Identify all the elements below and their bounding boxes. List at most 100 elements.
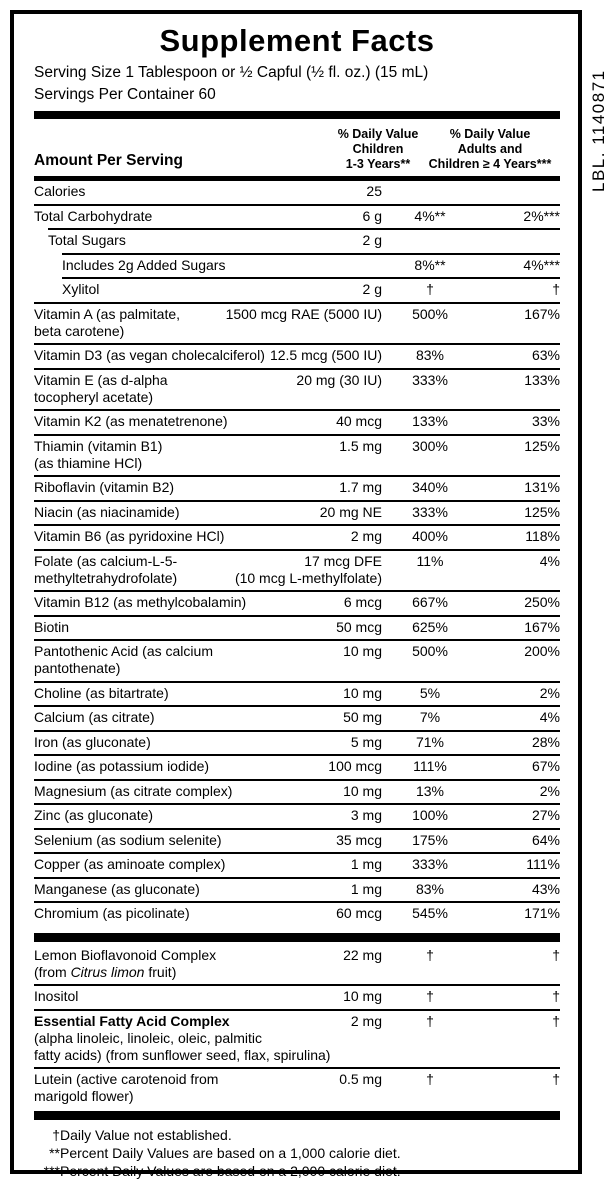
dv-children-value: 400%	[412, 528, 448, 544]
row-divider	[34, 1008, 560, 1011]
row-divider	[34, 852, 560, 854]
nutrient-name: Vitamin K2 (as menatetrenone)	[34, 413, 228, 429]
section-gap	[34, 926, 560, 933]
dv-children-value: 83%	[415, 347, 445, 363]
table-row: Manganese (as gluconate) 1 mg 83% 43%	[34, 876, 560, 902]
table-row: Vitamin K2 (as menatetrenone) 40 mcg 133…	[34, 409, 560, 434]
row-divider	[34, 614, 560, 617]
dv-children-value: 4%**	[414, 207, 446, 224]
table-row: Xylitol 2 g † †	[34, 277, 560, 302]
amount-value: 22 mg	[343, 946, 382, 963]
nutrient-name: Iron (as gluconate)	[34, 733, 151, 750]
dv-children-value: †	[426, 988, 434, 1004]
amount-value: 40 mcg	[336, 413, 382, 429]
row-cells: Folate (as calcium-L-5- methyltetrahydrof…	[34, 551, 560, 591]
row-cells: Calories 25	[34, 181, 560, 204]
row-divider	[34, 590, 560, 592]
dv-adults-value: 4%***	[523, 256, 560, 273]
row-divider	[34, 827, 560, 830]
table-row: Pantothenic Acid (as calcium pantothenate…	[34, 639, 560, 681]
dv-children-value: 625%	[412, 618, 448, 635]
row-divider	[34, 548, 560, 551]
nutrient-name: Vitamin A (as palmitate, beta carotene)	[34, 305, 181, 339]
footnote-triple-asterisk: *** Percent Daily Values are based on a …	[34, 1162, 560, 1180]
dv-children-value: †	[426, 1012, 434, 1029]
dv-adults-value: 67%	[531, 758, 560, 774]
row-divider	[34, 984, 560, 986]
table-row: Vitamin B12 (as methylcobalamin) 6 mcg 6…	[34, 590, 560, 615]
dv-children-column-header: % Daily Value Children 1-3 Years**	[337, 127, 419, 171]
amount-value: 5 mg	[350, 733, 382, 750]
table-row: Lutein (active carotenoid from marigold f…	[34, 1067, 560, 1109]
row-divider	[34, 778, 560, 781]
nutrient-name: Vitamin B12 (as methylcobalamin)	[34, 594, 247, 610]
nutrient-name: Includes 2g Added Sugars	[62, 256, 226, 273]
amount-value: 1 mg	[350, 856, 382, 872]
footnotes: † Daily Value not established. ** Percen…	[34, 1120, 560, 1180]
amount-value: 35 mcg	[336, 831, 382, 848]
row-cells: Niacin (as niacinamide) 20 mg NE 333% 12…	[34, 502, 560, 525]
dv-children-value: 13%	[415, 782, 445, 799]
row-cells: Vitamin A (as palmitate, beta carotene) 1…	[34, 304, 560, 344]
nutrient-name: Folate (as calcium-L-5- methyltetrahydrof…	[34, 552, 178, 586]
dv-adults-value: 2%	[539, 684, 560, 701]
amount-value: 1 mg	[350, 880, 382, 897]
dv-adults-value: 2%	[539, 782, 560, 799]
row-cells: Vitamin D3 (as vegan cholecalciferol) 12…	[34, 345, 560, 368]
supplement-facts-panel: Supplement Facts Serving Size 1 Tablespo…	[10, 10, 582, 1179]
amount-value: 2 mg	[350, 1012, 382, 1029]
dv-adults-value: 167%	[524, 305, 560, 322]
amount-value: 20 mg NE	[319, 503, 382, 520]
row-cells: Inositol 10 mg † †	[34, 986, 560, 1009]
table-row: Iodine (as potassium iodide) 100 mcg 111…	[34, 754, 560, 779]
amount-value: 3 mg	[350, 807, 382, 823]
row-divider	[34, 409, 560, 411]
dv-children-value: 300%	[412, 437, 448, 454]
row-cells: Iodine (as potassium iodide) 100 mcg 111…	[34, 756, 560, 779]
row-divider	[34, 301, 560, 304]
row-divider	[34, 524, 560, 526]
dv-children-value: 333%	[412, 503, 448, 520]
footnote-text: Percent Daily Values are based on a 1,00…	[60, 1144, 401, 1161]
amount-value: 10 mg	[343, 782, 382, 799]
table-row: Includes 2g Added Sugars 8%** 4%***	[34, 252, 560, 278]
dv-adults-value: 27%	[531, 807, 560, 823]
amount-value: 50 mg	[343, 709, 382, 725]
row-divider	[34, 803, 560, 805]
amount-value: 10 mg	[343, 684, 382, 701]
table-row: Lemon Bioflavonoid Complex (from Citrus l…	[34, 945, 560, 985]
amount-value: 50 mcg	[336, 618, 382, 635]
dv-adults-value: †	[552, 1071, 560, 1087]
table-row: Folate (as calcium-L-5- methyltetrahydrof…	[34, 548, 560, 591]
dv-adults-value: 111%	[526, 856, 560, 872]
table-row: Total Carbohydrate 6 g 4%** 2%***	[34, 203, 560, 229]
table-row: Inositol 10 mg † †	[34, 984, 560, 1009]
servings-per-container-line: Servings Per Container 60	[34, 86, 216, 103]
header-divider	[34, 176, 560, 181]
dv-children-value: 100%	[412, 807, 448, 823]
dv-adults-value: 131%	[524, 479, 560, 495]
dv-children-value: 11%	[416, 552, 444, 569]
row-cells: Calcium (as citrate) 50 mg 7% 4%	[34, 707, 560, 730]
amount-value: 1.5 mg	[339, 437, 382, 454]
row-cells: Total Sugars 2 g	[34, 230, 560, 253]
other-ingredients-table: Lemon Bioflavonoid Complex (from Citrus l…	[34, 945, 560, 1109]
dv-adults-value: †	[552, 1012, 560, 1029]
dv-children-value: †	[426, 1071, 434, 1087]
thick-divider-bottom	[34, 1110, 560, 1120]
table-row: Vitamin E (as d-alpha tocopheryl acetate)…	[34, 367, 560, 410]
row-divider	[34, 901, 560, 903]
nutrient-name: Selenium (as sodium selenite)	[34, 831, 222, 848]
table-row: Calories 25	[34, 181, 560, 204]
row-cells: Pantothenic Acid (as calcium pantothenate…	[34, 641, 560, 681]
row-divider	[34, 475, 560, 477]
amount-value: 2 mg	[350, 528, 382, 544]
row-cells: Biotin 50 mcg 625% 167%	[34, 617, 560, 640]
dv-adults-value: 4%	[539, 709, 560, 725]
amount-value: 1500 mcg RAE (5000 IU)	[225, 305, 382, 322]
amount-value: 6 g	[362, 207, 382, 224]
nutrient-name: Xylitol	[62, 281, 100, 297]
table-row: Thiamin (vitamin B1) (as thiamine HCl) 1.…	[34, 433, 560, 476]
row-divider	[34, 705, 560, 707]
